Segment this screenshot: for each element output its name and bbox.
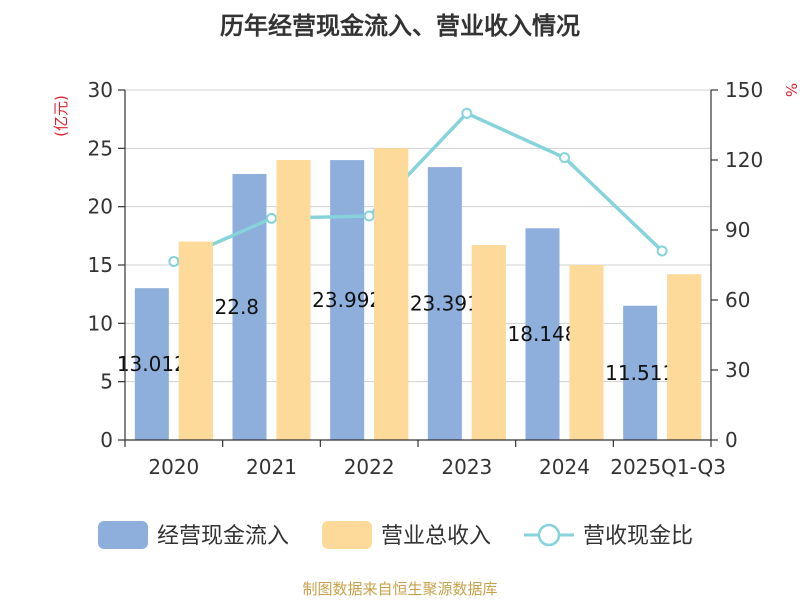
y-left-tick-label: 10 (88, 311, 113, 335)
legend-label-total-revenue: 营业总收入 (381, 524, 491, 549)
legend-swatch-total-revenue (322, 521, 372, 549)
legend-swatch-cash-inflow (98, 521, 148, 549)
data-labels: 13.012 22.8 23.992 23.391 18.148 11.511 (117, 148, 702, 441)
bar-total-revenue-overlay (569, 265, 604, 440)
y-right-tick-label: 30 (725, 358, 750, 382)
line-point (363, 210, 375, 222)
data-label: 23.992 (312, 288, 382, 312)
legend: 经营现金流入 营业总收入 营收现金比 (98, 521, 693, 549)
data-label: 11.511 (605, 361, 675, 385)
y-right-tick-label: 150 (725, 78, 763, 102)
bar-cash-inflow (525, 228, 560, 440)
x-tick-label: 2025Q1-Q3 (610, 455, 726, 479)
x-tick-label: 2022 (344, 455, 395, 479)
line-point (559, 152, 570, 164)
y-left-tick-label: 15 (88, 253, 113, 277)
bar-total-revenue-overlay (276, 160, 311, 440)
y-right-tick-label: 0 (725, 428, 738, 452)
legend-label-cash-inflow: 经营现金流入 (157, 524, 289, 549)
line-point (266, 212, 277, 224)
y-left-tick-label: 5 (100, 370, 113, 394)
bar-total-revenue-overlay (667, 274, 702, 440)
bar-cash-inflow (623, 305, 658, 440)
x-tick-label: 2024 (539, 455, 590, 479)
y-axis-right-label: % (782, 83, 800, 97)
y-axis-left-label: (亿元) (52, 95, 70, 137)
legend-swatch-ratio-marker (537, 523, 561, 547)
y-right-tick-label: 90 (725, 218, 750, 242)
x-tick-label: 2021 (246, 455, 297, 479)
x-tick-label: 2020 (148, 455, 199, 479)
y-left-tick-label: 30 (88, 78, 113, 102)
bar-total-revenue-overlay (374, 148, 409, 441)
bar-total-revenue-overlay (471, 245, 506, 440)
bar-cash-inflow (232, 174, 267, 440)
data-label: 23.391 (410, 292, 480, 316)
data-label: 13.012 (117, 352, 187, 376)
bar-cash-inflow (427, 167, 462, 441)
line-point (461, 107, 473, 119)
source-note: 制图数据来自恒生聚源数据库 (302, 580, 497, 598)
bar-cash-inflow (134, 288, 169, 440)
line-point (656, 245, 668, 257)
axes: 0 5 10 15 20 25 30 0 30 60 90 120 150 2020 2021 2022 202… (88, 78, 764, 479)
y-right-tick-label: 120 (725, 148, 763, 172)
grid-lines (125, 89, 711, 383)
legend-label-ratio: 营收现金比 (583, 524, 693, 549)
y-right-tick-label: 60 (725, 288, 750, 312)
x-tick-label: 2023 (441, 455, 492, 479)
line-point (168, 256, 180, 267)
line-series (168, 107, 668, 267)
chart-title: 历年经营现金流入、营业收入情况 (220, 12, 580, 40)
data-label: 18.148 (508, 322, 578, 346)
bar-total-revenue-overlay (178, 241, 213, 440)
y-left-tick-label: 25 (88, 136, 113, 160)
data-label: 22.8 (215, 295, 260, 319)
bar-cash-inflow (330, 160, 365, 441)
line-revenue-cash-ratio (173, 111, 664, 264)
y-left-tick-label: 0 (100, 428, 113, 452)
y-left-tick-label: 20 (88, 195, 113, 219)
